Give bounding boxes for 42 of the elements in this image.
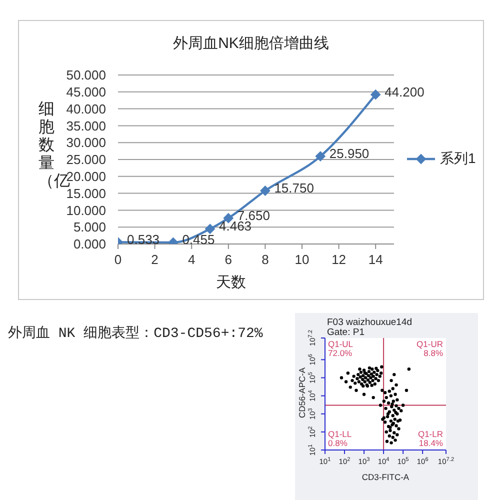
point — [260, 186, 270, 196]
x-tick-label: 4 — [188, 252, 196, 268]
annotation: Q1-LL — [328, 429, 352, 439]
y-tick-label: 5.000 — [73, 220, 106, 235]
y-tick-label: 0.000 — [73, 236, 106, 252]
point — [370, 90, 381, 100]
text: 外周血 NK 细胞表型：CD3-CD56+:72% — [8, 324, 263, 342]
point — [315, 151, 326, 162]
y-tick-label: 25.000 — [66, 152, 106, 168]
point — [205, 224, 215, 234]
y-tick-label: 45.000 — [66, 84, 106, 100]
chart-title: 外周血NK细胞倍增曲线 — [172, 34, 330, 53]
annotation: 72.0% — [328, 348, 352, 358]
y-tick-label: 30.000 — [66, 135, 106, 150]
annotation: Q1-LR — [418, 429, 443, 439]
chart-subtitle: Gate: P1 — [327, 327, 364, 338]
x-tick-label: 10 — [294, 252, 310, 268]
x-tick-label: 2 — [151, 252, 158, 268]
y-tick-label: 35.000 — [66, 118, 106, 134]
annotation: Q1-UR — [416, 339, 443, 349]
annotation: 8.8% — [424, 348, 443, 358]
data-label: 44.200 — [384, 84, 424, 100]
x-axis-title: CD3-FITC-A — [360, 472, 410, 482]
annotation: 18.4% — [418, 438, 443, 448]
y-tick-label: 40.000 — [66, 101, 106, 116]
x-tick-label: 6 — [224, 252, 232, 268]
x-tick-label: 14 — [368, 252, 383, 268]
data-label: 25.950 — [329, 146, 370, 161]
x-tick-label: 0 — [114, 252, 122, 268]
x-axis-title: 天数 — [215, 273, 247, 292]
y-axis-title: CD56-APC-A — [297, 367, 307, 418]
x-tick-label: 12 — [332, 252, 346, 268]
data-label: 0.455 — [182, 232, 215, 248]
y-tick-label: 10.000 — [66, 202, 106, 218]
data-label: 15.750 — [274, 180, 314, 196]
x-tick-label: 8 — [262, 252, 269, 268]
legend-label: 系列1 — [440, 150, 476, 168]
chart-title: F03 waizhouxue14d — [327, 317, 412, 328]
annotation: 0.8% — [328, 438, 348, 448]
annotation: Q1-UL — [328, 339, 354, 349]
y-tick-label: 50.000 — [66, 68, 106, 83]
y-tick-label: 15.000 — [66, 186, 106, 201]
